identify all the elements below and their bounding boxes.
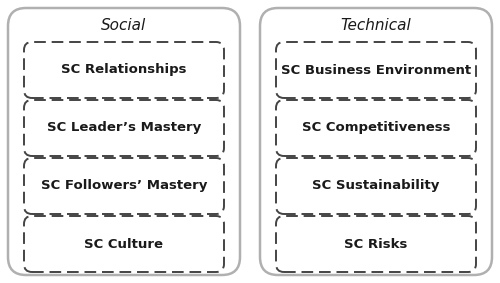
Text: SC Business Environment: SC Business Environment: [281, 63, 471, 76]
FancyBboxPatch shape: [276, 158, 476, 214]
FancyBboxPatch shape: [260, 8, 492, 275]
FancyBboxPatch shape: [276, 42, 476, 98]
FancyBboxPatch shape: [24, 42, 224, 98]
Text: SC Leader’s Mastery: SC Leader’s Mastery: [47, 121, 201, 134]
FancyBboxPatch shape: [24, 100, 224, 156]
Text: Social: Social: [102, 18, 146, 33]
Text: SC Relationships: SC Relationships: [61, 63, 187, 76]
Text: SC Competitiveness: SC Competitiveness: [302, 121, 450, 134]
FancyBboxPatch shape: [24, 216, 224, 272]
Text: SC Risks: SC Risks: [344, 237, 408, 250]
Text: SC Followers’ Mastery: SC Followers’ Mastery: [41, 179, 207, 192]
FancyBboxPatch shape: [8, 8, 240, 275]
Text: SC Culture: SC Culture: [84, 237, 164, 250]
FancyBboxPatch shape: [276, 216, 476, 272]
FancyBboxPatch shape: [276, 100, 476, 156]
Text: SC Sustainability: SC Sustainability: [312, 179, 440, 192]
Text: Technical: Technical: [340, 18, 411, 33]
FancyBboxPatch shape: [24, 158, 224, 214]
